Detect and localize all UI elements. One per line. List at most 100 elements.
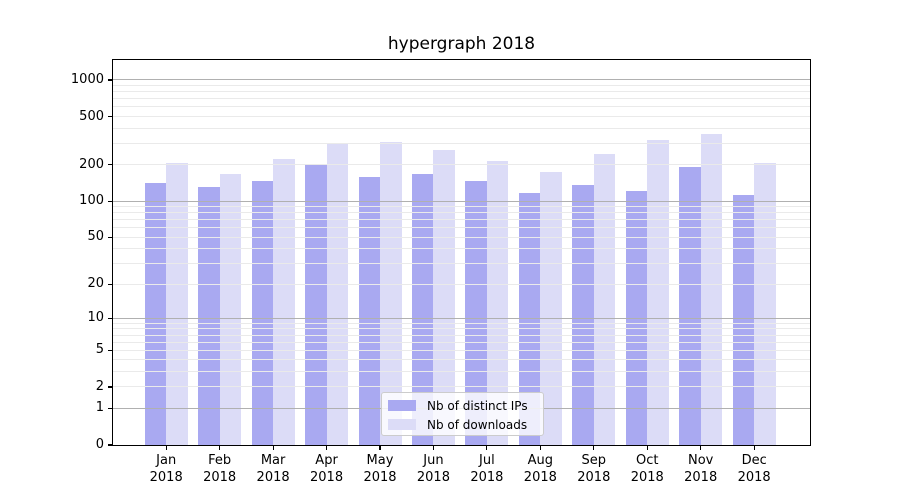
bar-ips-mar (251, 180, 274, 445)
bar-downloads-dec (754, 162, 776, 445)
gridline-minor-60 (113, 227, 810, 229)
gridline-minor-6 (113, 341, 810, 343)
bar-ips-dec (732, 195, 755, 445)
bar-ips-nov (679, 167, 701, 445)
gridline-minor-200 (113, 164, 810, 166)
x-tick-may (379, 445, 381, 450)
y-tick-label-20: 20 (87, 276, 104, 292)
x-tick-dec (753, 445, 755, 450)
x-tick-label-dec: Dec 2018 (737, 453, 771, 485)
bar-ips-aug (518, 193, 541, 445)
y-tick-label-5: 5 (95, 342, 104, 358)
gridline-minor-80 (113, 212, 810, 214)
bar-ips-jan (144, 182, 167, 445)
legend-label-ips: Nb of distinct IPs (427, 398, 528, 413)
gridline-minor-700 (113, 98, 810, 100)
legend-label-downloads: Nb of downloads (427, 417, 528, 432)
y-tick-10 (108, 317, 113, 319)
legend-item-ips: Nb of distinct IPs (388, 396, 543, 415)
gridline-minor-4 (113, 359, 810, 361)
gridline-minor-30 (113, 263, 810, 265)
gridline-minor-400 (113, 127, 810, 129)
x-tick-feb (219, 445, 221, 450)
y-tick-20 (108, 283, 113, 285)
bar-downloads-nov (700, 134, 723, 445)
x-tick-jul (486, 445, 488, 450)
gridline-major-1000 (113, 79, 810, 81)
gridline-minor-8 (113, 328, 810, 330)
legend-swatch-downloads (388, 419, 416, 430)
y-tick-label-1000: 1000 (70, 71, 104, 87)
bar-downloads-aug (540, 172, 562, 445)
x-tick-aug (539, 445, 541, 450)
x-tick-label-sep: Sep 2018 (577, 453, 611, 485)
bar-ips-jul (465, 180, 487, 445)
y-tick-5 (108, 349, 113, 351)
x-tick-label-mar: Mar 2018 (256, 453, 290, 485)
x-tick-label-jan: Jan 2018 (149, 453, 183, 485)
y-tick-2 (108, 386, 113, 388)
y-tick-label-1: 1 (95, 400, 104, 416)
gridline-minor-500 (113, 116, 810, 118)
x-tick-oct (646, 445, 648, 450)
y-tick-label-0: 0 (95, 437, 104, 452)
y-tick-50 (108, 236, 113, 238)
y-tick-label-200: 200 (79, 156, 104, 172)
chart-title: hypergraph 2018 (387, 34, 536, 54)
bar-downloads-mar (273, 159, 295, 445)
y-tick-label-2: 2 (95, 378, 104, 394)
gridline-minor-800 (113, 91, 810, 93)
y-tick-label-50: 50 (87, 229, 104, 245)
gridline-minor-900 (113, 85, 810, 87)
gridline-minor-40 (113, 248, 810, 250)
bar-ips-jun (411, 174, 434, 445)
y-tick-label-10: 10 (87, 310, 104, 326)
gridline-minor-20 (113, 283, 810, 285)
y-tick-0 (108, 444, 113, 446)
x-tick-sep (593, 445, 595, 450)
bar-downloads-apr (326, 144, 349, 445)
x-tick-apr (325, 445, 328, 450)
x-tick-label-jun: Jun 2018 (416, 453, 450, 485)
x-tick-label-oct: Oct 2018 (630, 453, 664, 485)
gridline-minor-300 (113, 142, 810, 144)
bar-downloads-jul (486, 160, 509, 445)
gridline-minor-5 (113, 349, 810, 351)
bar-downloads-may (380, 141, 402, 445)
x-tick-label-jul: Jul 2018 (470, 453, 504, 485)
gridline-minor-70 (113, 219, 810, 221)
x-tick-label-may: May 2018 (363, 453, 397, 485)
bar-downloads-feb (219, 173, 242, 445)
legend: Nb of distinct IPs Nb of downloads (381, 392, 544, 436)
plot-layers (113, 60, 810, 445)
y-tick-500 (108, 115, 113, 118)
legend-swatch-ips (388, 400, 416, 411)
legend-item-downloads: Nb of downloads (388, 415, 543, 434)
y-tick-100 (108, 200, 113, 202)
gridline-minor-7 (113, 334, 810, 336)
bar-downloads-sep (593, 154, 616, 445)
x-tick-label-nov: Nov 2018 (684, 453, 718, 485)
gridline-major-100 (113, 200, 810, 202)
x-tick-jan (165, 445, 167, 450)
x-tick-nov (700, 445, 702, 450)
x-tick-label-apr: Apr 2018 (310, 453, 344, 485)
gridline-major-10 (113, 317, 810, 319)
gridline-minor-50 (113, 236, 810, 238)
y-tick-1 (108, 407, 113, 409)
y-tick-200 (108, 164, 113, 166)
bar-downloads-jun (433, 149, 455, 445)
y-tick-label-500: 500 (79, 108, 104, 124)
bar-ips-may (358, 177, 380, 445)
gridline-minor-2 (113, 386, 810, 388)
bar-ips-apr (305, 164, 327, 445)
x-tick-label-aug: Aug 2018 (523, 453, 557, 485)
bar-ips-sep (572, 185, 594, 445)
x-tick-label-feb: Feb 2018 (203, 453, 237, 485)
y-tick-label-100: 100 (79, 193, 104, 209)
bar-downloads-oct (647, 140, 669, 445)
gridline-minor-3 (113, 371, 810, 373)
plot-area (111, 58, 811, 446)
gridline-minor-90 (113, 206, 810, 208)
